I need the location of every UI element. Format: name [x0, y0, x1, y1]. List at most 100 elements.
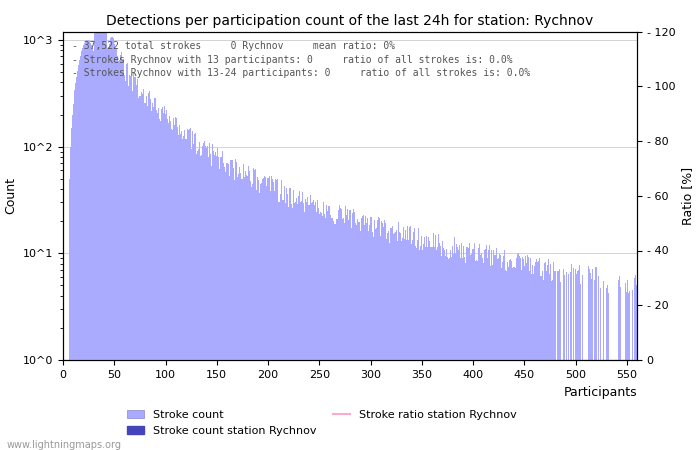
Bar [102, 20, 104, 450]
Bar [132, 91, 133, 450]
Bar [214, 155, 215, 450]
Bar [540, 276, 541, 450]
Bar [292, 208, 293, 450]
Bar [530, 257, 531, 450]
Bar [313, 200, 314, 450]
Stroke ratio station Rychnov [64, 357, 72, 363]
Bar [170, 122, 171, 450]
Bar [373, 237, 374, 450]
Bar [491, 250, 492, 450]
Bar [326, 205, 327, 450]
Bar [90, 43, 91, 450]
Bar [410, 226, 411, 450]
Bar [606, 288, 607, 450]
Bar [285, 203, 286, 450]
Bar [453, 254, 454, 450]
Y-axis label: Ratio [%]: Ratio [%] [681, 166, 694, 225]
Bar [570, 272, 571, 450]
Bar [446, 249, 447, 450]
Bar [165, 114, 166, 450]
Bar [479, 244, 480, 450]
Bar [492, 265, 493, 450]
Bar [412, 239, 413, 450]
Bar [356, 225, 357, 450]
Bar [69, 179, 70, 450]
Bar [484, 250, 485, 450]
Bar [163, 113, 164, 450]
Bar [249, 171, 250, 450]
Bar [442, 241, 443, 450]
Bar [481, 252, 482, 450]
Bar [287, 194, 288, 450]
Bar [459, 245, 460, 450]
Y-axis label: Count: Count [4, 177, 18, 214]
Bar [547, 266, 548, 450]
Bar [490, 266, 491, 450]
Stroke ratio station Rychnov [60, 357, 68, 363]
Bar [312, 202, 313, 450]
Bar [202, 146, 203, 450]
Bar [137, 80, 139, 450]
Bar [83, 45, 84, 450]
Bar [281, 180, 282, 450]
Bar [502, 262, 503, 450]
Bar [450, 250, 451, 450]
Bar [482, 258, 483, 450]
Bar [228, 176, 230, 450]
Bar [526, 263, 527, 450]
Bar [449, 258, 450, 450]
Bar [414, 228, 415, 450]
Bar [267, 178, 269, 450]
Bar [452, 246, 453, 450]
Bar [543, 279, 544, 450]
Bar [220, 157, 221, 450]
Bar [307, 197, 309, 450]
Bar [131, 76, 132, 450]
Bar [363, 215, 364, 450]
Bar [521, 270, 522, 450]
Bar [370, 217, 371, 450]
Bar [293, 190, 294, 450]
Bar [620, 287, 621, 450]
Bar [82, 48, 83, 450]
Bar [178, 135, 179, 450]
Bar [77, 71, 78, 450]
Bar [568, 274, 569, 450]
Bar [144, 103, 146, 450]
Bar [167, 119, 168, 450]
Bar [115, 48, 116, 450]
Bar [244, 177, 245, 450]
Bar [86, 40, 87, 450]
Bar [176, 117, 177, 450]
Bar [333, 221, 334, 450]
Bar [351, 213, 353, 450]
Bar [413, 232, 414, 450]
Bar [279, 202, 280, 450]
Bar [282, 200, 283, 450]
Bar [566, 271, 567, 450]
Bar [291, 204, 292, 450]
Stroke ratio station Rychnov [633, 357, 641, 363]
Bar [431, 247, 433, 450]
Bar [607, 285, 608, 450]
Bar [365, 216, 366, 450]
Bar [355, 223, 356, 450]
Bar [419, 250, 420, 450]
Bar [100, 10, 102, 450]
Bar [563, 269, 564, 450]
Bar [155, 98, 156, 450]
Bar [217, 148, 218, 450]
Bar [504, 250, 505, 450]
Bar [577, 271, 578, 450]
Bar [508, 267, 510, 450]
Bar [600, 288, 601, 450]
Bar [329, 206, 330, 450]
Bar [283, 200, 284, 450]
Bar [535, 262, 536, 450]
Bar [582, 274, 583, 450]
Bar [529, 271, 530, 450]
Bar [119, 60, 120, 450]
Bar [237, 177, 238, 450]
Bar [135, 76, 136, 450]
Bar [408, 240, 409, 450]
